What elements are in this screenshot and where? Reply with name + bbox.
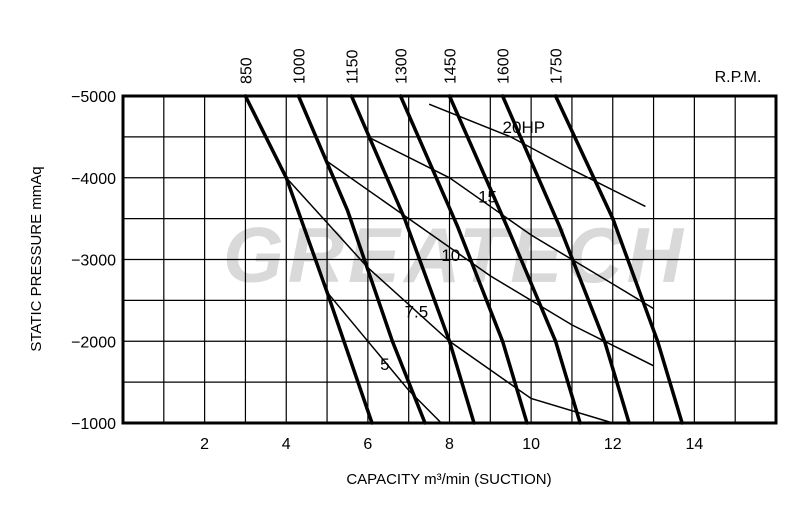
rpm-curve-1000 [296, 94, 427, 425]
hp-curve-20hp [428, 103, 646, 208]
rpm-curve-1600 [500, 94, 631, 425]
hp-curve-15 [367, 136, 654, 310]
rpm-label-1150: 1150 [345, 49, 362, 84]
hp-curve-5 [326, 291, 442, 424]
rpm-curve-1750 [553, 94, 684, 425]
watermark-text: GREATECH [223, 211, 687, 299]
y-tick-label: −2000 [71, 334, 116, 351]
y-axis-title: STATIC PRESSURE mmAq [28, 166, 45, 351]
rpm-curve-1450 [447, 94, 582, 425]
hp-label: 15 [478, 187, 497, 206]
rpm-label-1750: 1750 [549, 48, 566, 84]
y-tick-label: −1000 [71, 416, 116, 433]
rpm-curve-1150 [349, 94, 476, 425]
rpm-curve-850 [243, 94, 374, 425]
x-tick-label: 8 [445, 436, 454, 453]
x-tick-label: 12 [604, 436, 622, 453]
y-tick-labels: −5000 −4000 −3000 −2000 −1000 [71, 89, 116, 433]
x-tick-label: 10 [522, 436, 540, 453]
rpm-label-1450: 1450 [443, 48, 460, 84]
rpm-label-1300: 1300 [394, 48, 411, 84]
rpm-curve-1300 [398, 94, 529, 425]
rpm-unit-label: R.P.M. [715, 69, 762, 86]
rpm-labels: 850 1000 1150 1300 1450 1600 1750 [238, 48, 565, 84]
hp-label: 7.5 [405, 303, 429, 322]
horsepower-labels: 20HP 15 10 7.5 5 [380, 118, 545, 374]
hp-label: 20HP [503, 118, 546, 137]
hp-label: 10 [441, 246, 460, 265]
x-tick-labels: 2 4 6 8 10 12 14 [200, 436, 703, 453]
y-tick-label: −4000 [71, 171, 116, 188]
rpm-curves [243, 94, 684, 425]
x-tick-label: 14 [685, 436, 703, 453]
y-tick-label: −5000 [71, 89, 116, 106]
x-tick-label: 6 [363, 436, 372, 453]
rpm-label-850: 850 [238, 57, 255, 84]
hp-curve-10 [326, 160, 654, 367]
x-axis-title: CAPACITY m³/min (SUCTION) [346, 471, 551, 488]
x-tick-label: 4 [282, 436, 291, 453]
rpm-label-1000: 1000 [291, 48, 308, 84]
x-tick-label: 2 [200, 436, 209, 453]
rpm-label-1600: 1600 [496, 48, 513, 84]
hp-label: 5 [380, 355, 389, 374]
plot-frame [121, 94, 778, 425]
y-tick-label: −3000 [71, 253, 116, 270]
